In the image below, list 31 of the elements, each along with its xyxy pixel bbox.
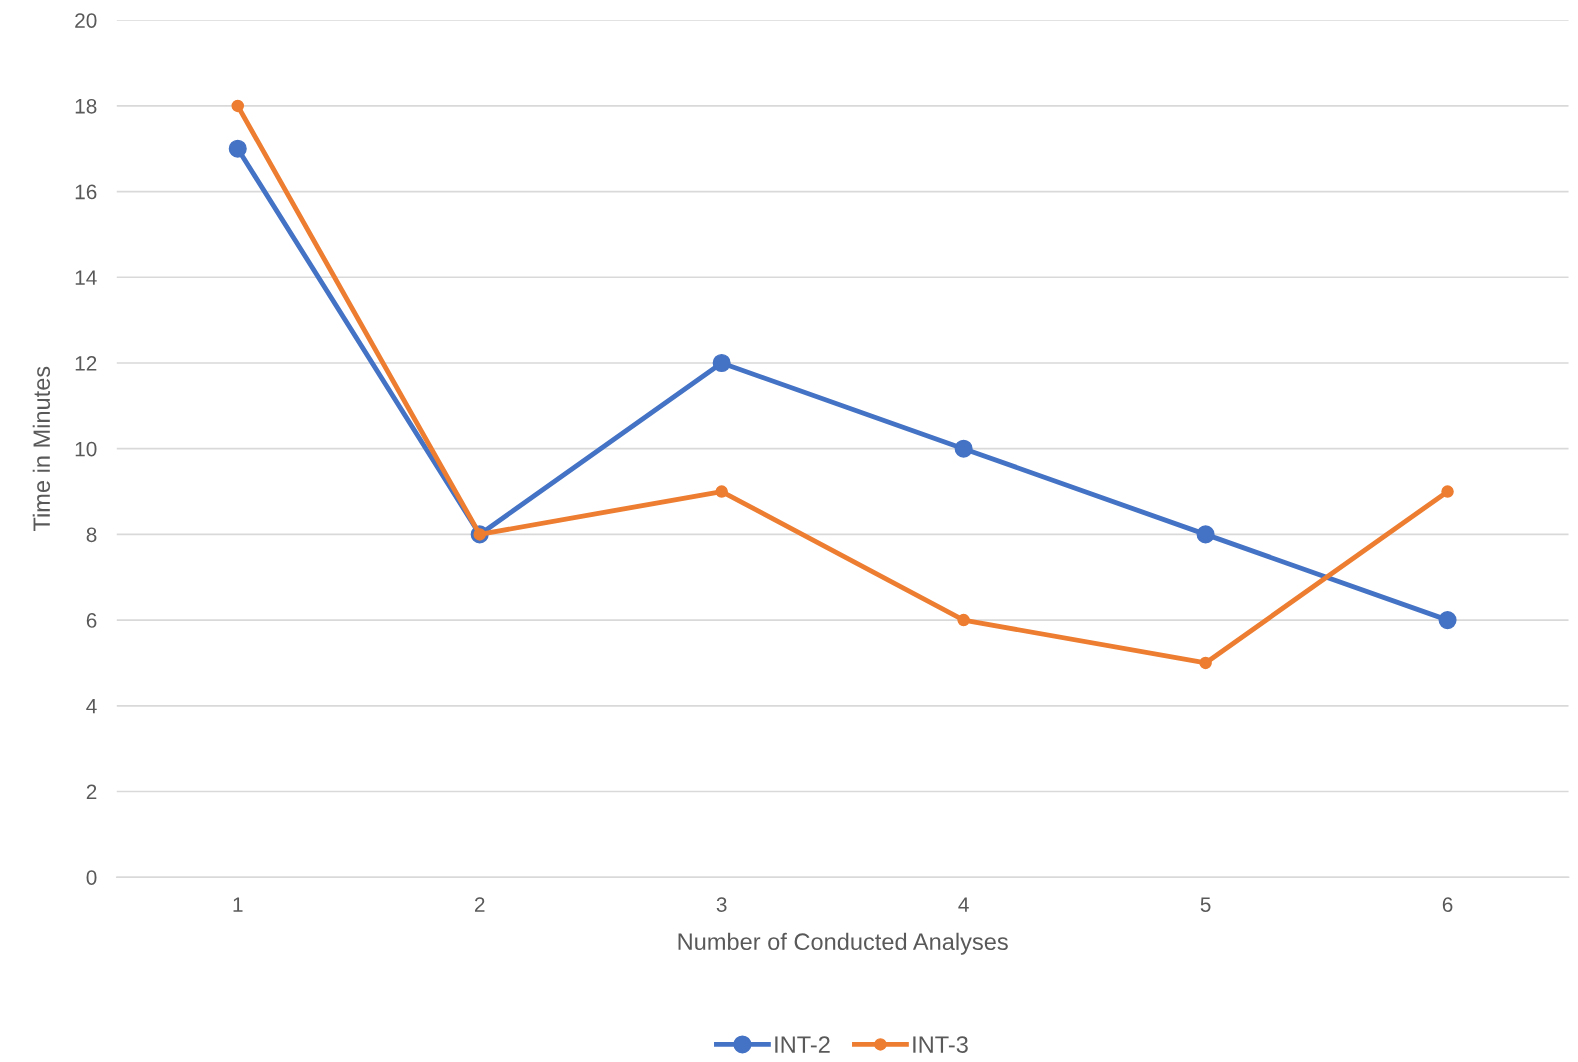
y-tick-label: 8 [86,527,97,543]
x-tick-label: 2 [474,897,485,912]
point [712,353,731,373]
y-tick-label: 6 [86,613,97,628]
y-tick-label: 18 [75,98,97,114]
x-tick-label: 6 [1442,897,1453,912]
point [957,613,970,627]
y-tick-label: 20 [75,13,97,28]
y-tick-label: 12 [75,355,97,371]
point [1196,525,1215,544]
point [1199,656,1212,670]
y-tick-label: 16 [75,184,97,200]
point [231,99,245,113]
y-tick-label: 4 [86,699,97,714]
point [954,439,973,458]
x-tick-label: 3 [716,897,727,912]
point [715,485,728,498]
y-tick-label: 2 [86,784,97,800]
point [1441,485,1454,498]
point [1438,611,1457,630]
x-tick-label: 5 [1200,897,1211,912]
y-tick-label: 10 [75,441,97,457]
y-tick-label: 0 [86,870,97,885]
legend-label: INT-3 [913,1036,968,1053]
y-axis-title: Time in Minutes [32,366,51,532]
x-tick-label: 4 [958,897,969,912]
x-axis-title: Number of Conducted Analyses [678,932,1008,955]
y-tick-label: 14 [75,270,97,285]
x-tick-label: 1 [233,897,243,912]
point [228,139,247,158]
legend-label: INT-2 [775,1036,830,1053]
